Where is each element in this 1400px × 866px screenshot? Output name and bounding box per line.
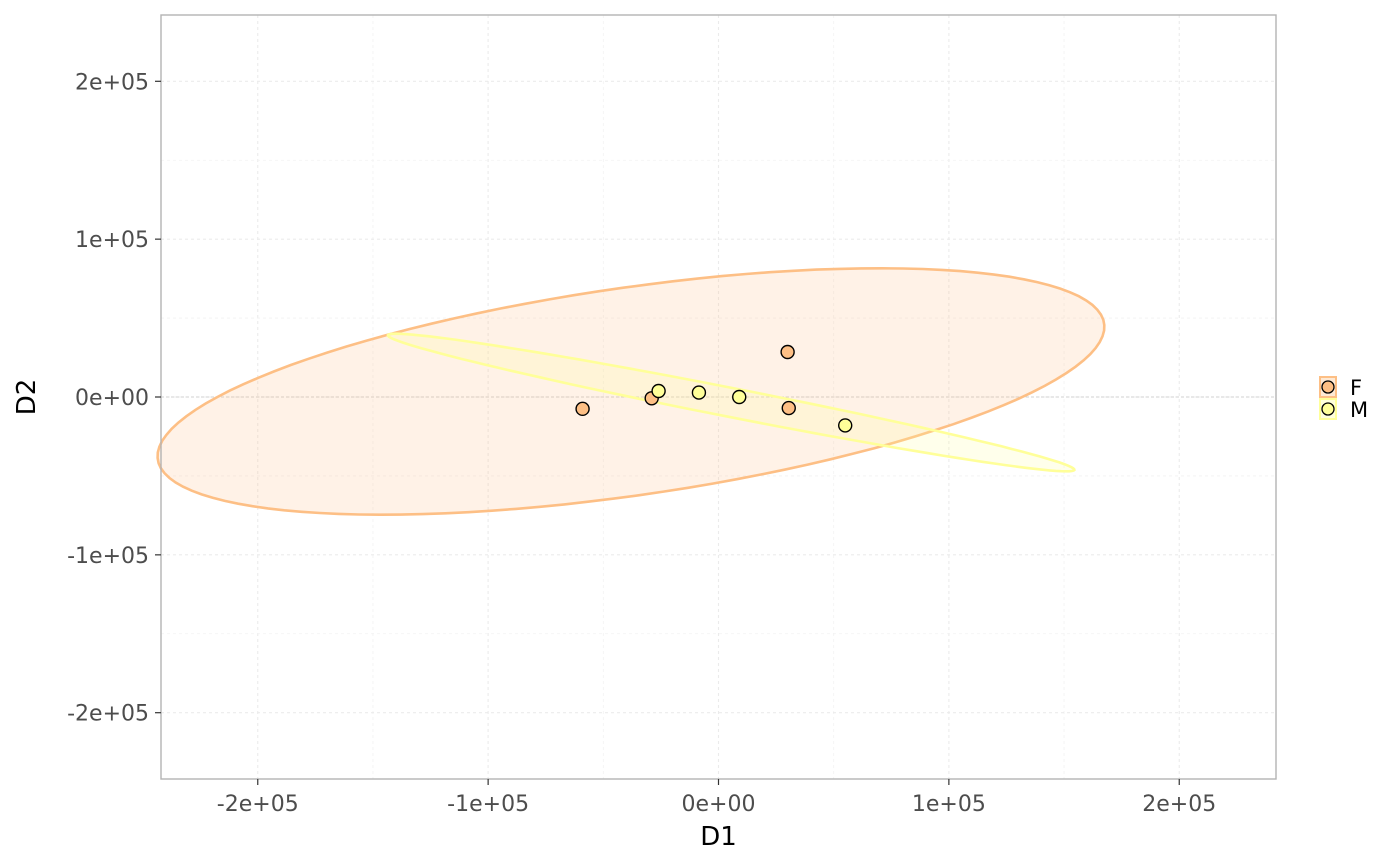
y-tick-label: -1e+05 <box>67 544 149 569</box>
x-tick-label: 0e+00 <box>682 792 756 817</box>
point-F <box>780 344 795 360</box>
x-tick-label: -2e+05 <box>217 792 299 817</box>
grid-layer <box>161 15 1276 779</box>
point-M <box>838 418 853 433</box>
y-tick-label: 2e+05 <box>75 70 149 95</box>
y-tick-label: 1e+05 <box>75 228 149 253</box>
axis-layer: -2e+05 -1e+05 0e+00 1e+05 2e+05 -2e+05 -1e+05 0… <box>67 70 1216 817</box>
legend-marker-F <box>1321 380 1335 394</box>
point-M <box>651 383 666 399</box>
legend-marker-M <box>1321 402 1335 416</box>
legend-label-M: M <box>1350 398 1368 422</box>
ellipse-M <box>386 332 1076 473</box>
x-tick-label: 2e+05 <box>1142 792 1216 817</box>
x-axis-title: D1 <box>700 822 737 852</box>
x-tick-label: 1e+05 <box>912 792 986 817</box>
ellipse-layer <box>156 266 1106 517</box>
y-tick-label: 0e+00 <box>75 386 149 411</box>
legend: FM <box>1319 376 1368 422</box>
point-M <box>732 389 747 405</box>
ellipse-F <box>156 266 1106 517</box>
point-F <box>781 400 796 416</box>
x-tick-label: -1e+05 <box>447 792 529 817</box>
y-axis-title: D2 <box>12 379 42 416</box>
point-M <box>691 385 707 400</box>
legend-label-F: F <box>1350 376 1362 400</box>
y-tick-label: -2e+05 <box>67 702 149 727</box>
point-F <box>575 401 590 417</box>
point-layer <box>575 344 853 433</box>
